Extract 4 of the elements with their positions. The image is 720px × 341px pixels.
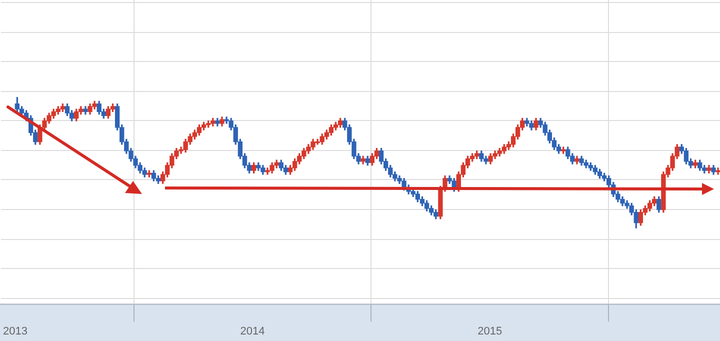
- x-tick-label: 2014: [240, 325, 265, 338]
- candlestick: [716, 168, 720, 175]
- x-tick-label: 2015: [478, 325, 502, 338]
- x-tick-label: 2013: [2, 325, 28, 338]
